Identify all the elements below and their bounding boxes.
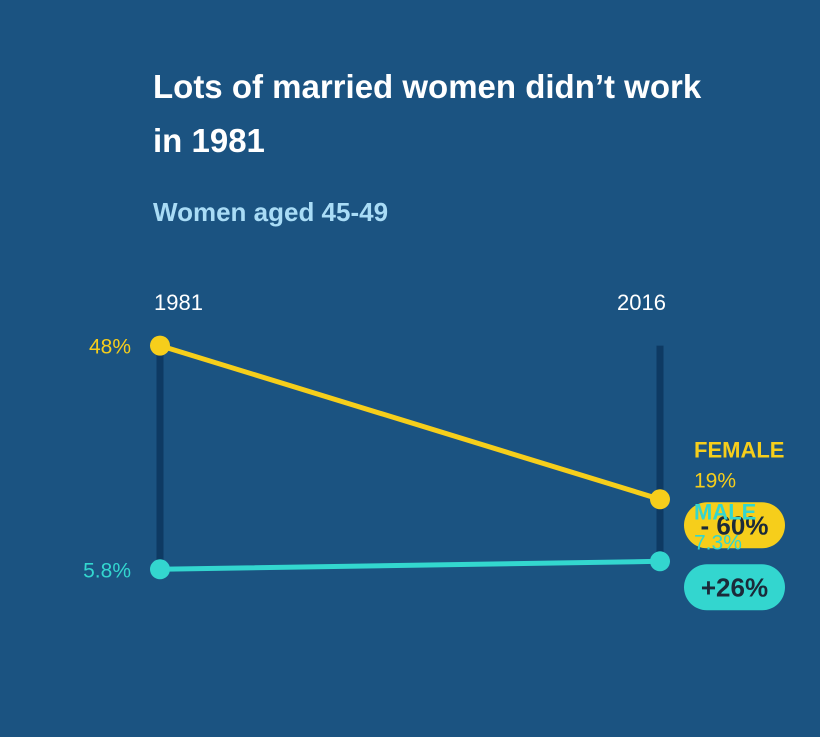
chart-title: Lots of married women didn’t work in 198… xyxy=(153,68,702,159)
male-start-value-label: 5.8% xyxy=(83,559,131,582)
chart-subtitle: Women aged 45-49 xyxy=(153,197,389,227)
male-change-badge xyxy=(684,564,785,611)
male-series-name: MALE xyxy=(694,499,756,524)
male-point-start xyxy=(150,559,170,580)
male-point-end xyxy=(650,551,670,572)
year-label-end: 2016 xyxy=(617,290,666,315)
year-label-start: 1981 xyxy=(154,290,203,315)
male-change-label: +26% xyxy=(701,572,768,602)
male-series-line xyxy=(157,558,663,572)
female-change-badge xyxy=(684,502,785,549)
female-series-name: FEMALE xyxy=(694,437,784,462)
female-end-value-label: 19% xyxy=(694,469,736,492)
female-series-line xyxy=(157,343,663,502)
female-point-end xyxy=(650,489,670,510)
female-point-start xyxy=(150,335,170,356)
female-start-value-label: 48% xyxy=(89,336,131,359)
male-end-value-label: 7.3% xyxy=(694,531,742,554)
female-change-label: - 60% xyxy=(701,510,769,540)
